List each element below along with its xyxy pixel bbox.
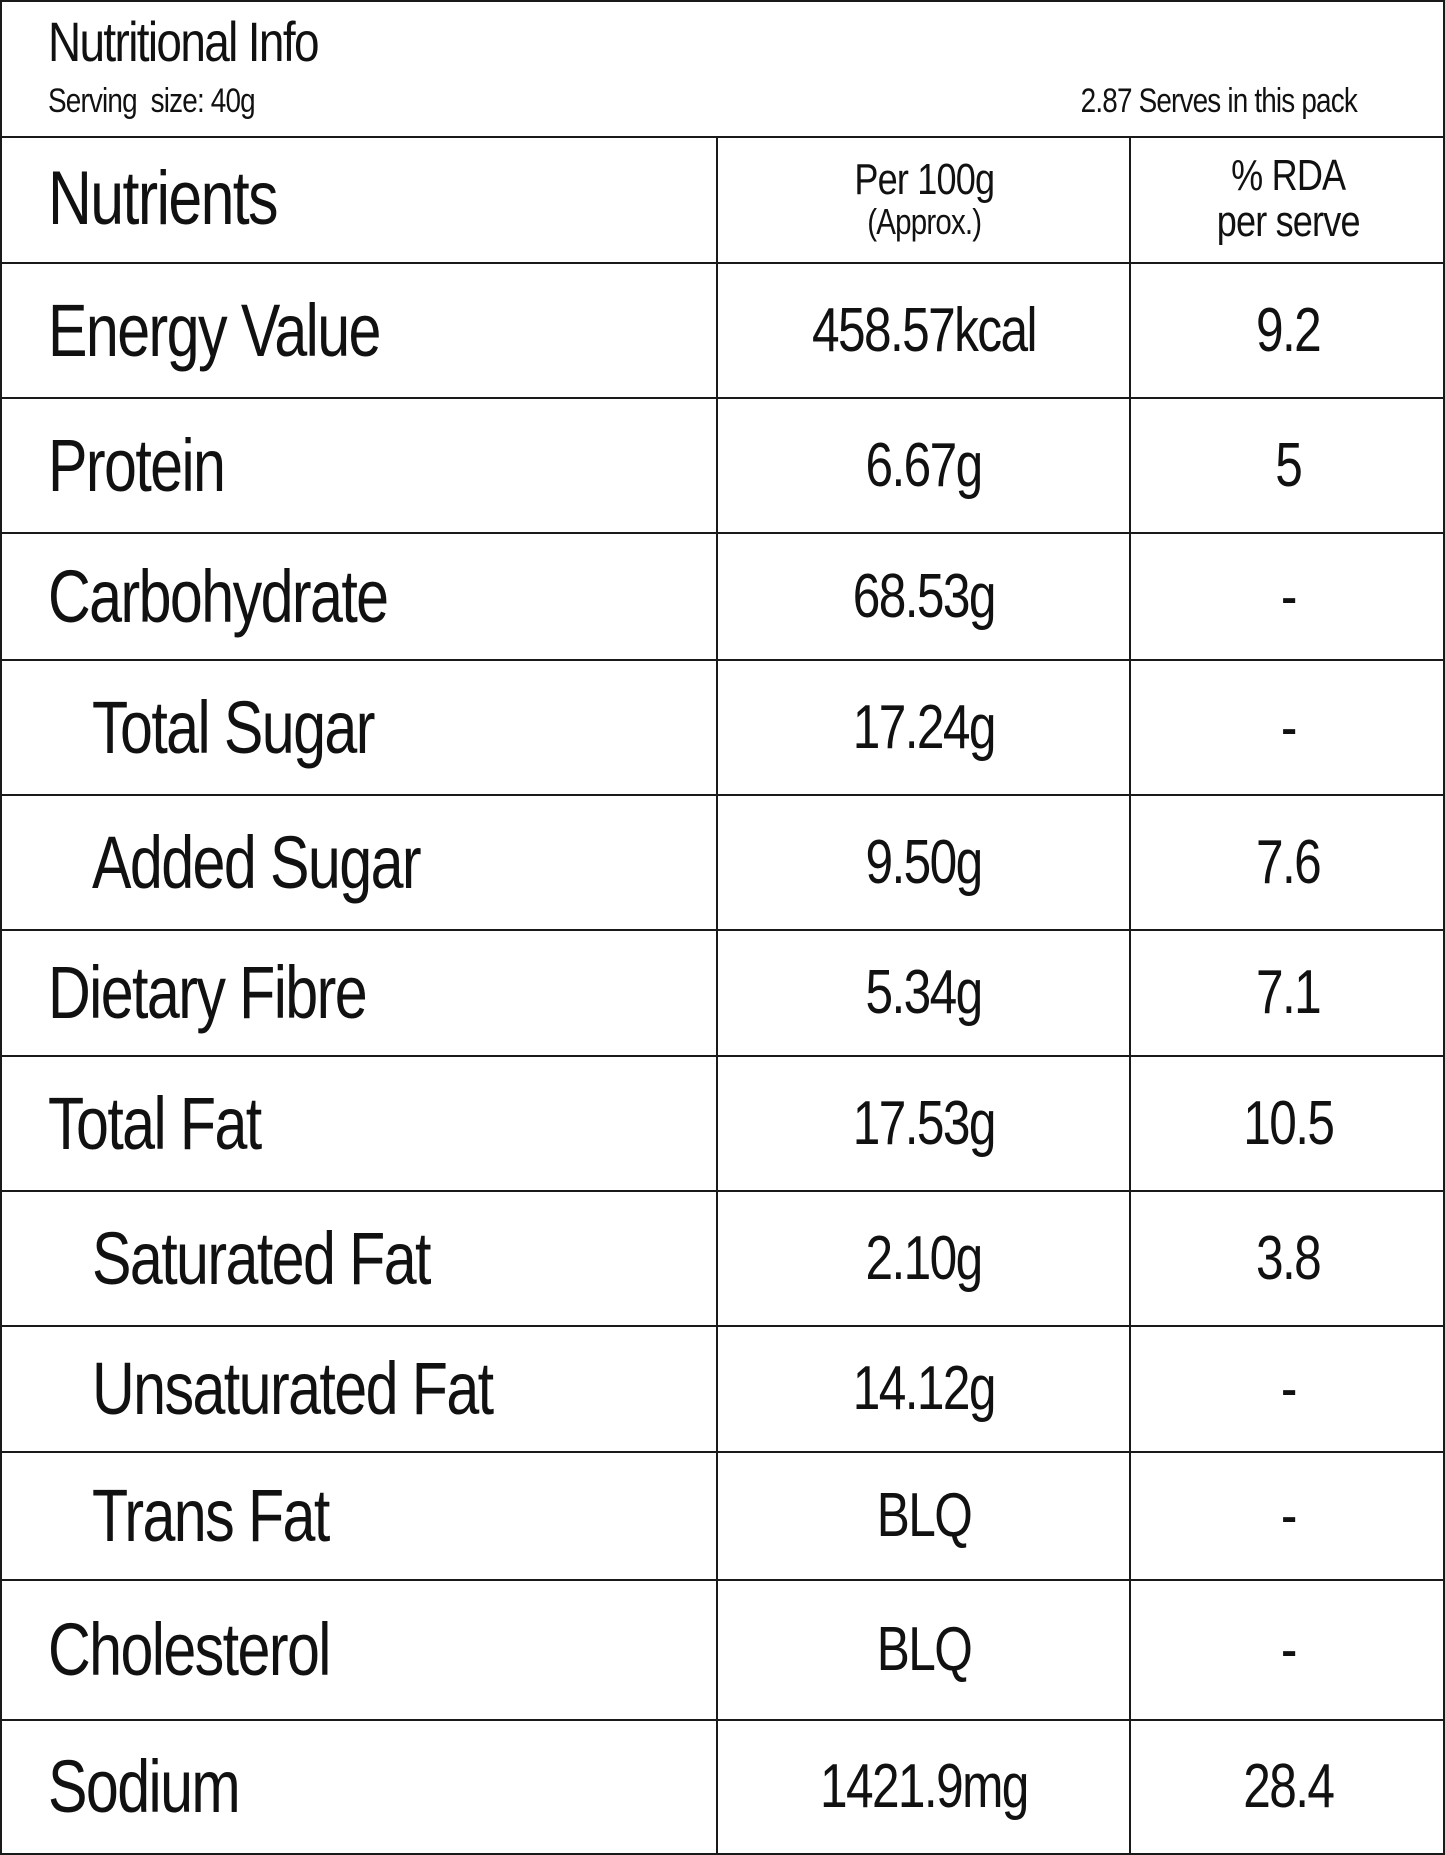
per100-value: 1421.9mg — [820, 1752, 1029, 1821]
per100-value: BLQ — [876, 1481, 973, 1550]
nutrient-name: Saturated Fat — [92, 1216, 432, 1300]
rda-value: - — [1280, 561, 1297, 631]
rda-value: 7.6 — [1255, 827, 1322, 897]
nutrient-name: Total Sugar — [92, 685, 375, 769]
nutrient-name: Carbohydrate — [48, 554, 389, 638]
nutrient-name: Added Sugar — [92, 820, 422, 904]
table-row: Sodium 1421.9mg 28.4 — [2, 1721, 1443, 1853]
per100-value: 6.67g — [865, 430, 984, 500]
table-row: Energy Value 458.57kcal 9.2 — [2, 264, 1443, 399]
nutrient-name: Trans Fat — [92, 1474, 330, 1557]
rda-value: 3.8 — [1255, 1223, 1322, 1293]
table-row: Total Fat 17.53g 10.5 — [2, 1057, 1443, 1192]
rda-value: - — [1280, 692, 1297, 762]
per100-value: 2.10g — [865, 1223, 984, 1293]
rda-value: 10.5 — [1242, 1088, 1335, 1158]
per100-value: 17.53g — [852, 1088, 997, 1158]
rda-column-header: % RDA per serve — [1216, 150, 1360, 246]
serving-size: Serving size: 40g — [48, 82, 256, 120]
table-row: Carbohydrate 68.53g - — [2, 534, 1443, 661]
table-row: Added Sugar 9.50g 7.6 — [2, 796, 1443, 931]
table-row: Unsaturated Fat 14.12g - — [2, 1327, 1443, 1453]
rda-value: 7.1 — [1255, 958, 1322, 1027]
rda-value: 5 — [1274, 430, 1303, 500]
rda-value: - — [1280, 1354, 1297, 1423]
nutrient-name: Sodium — [48, 1745, 241, 1828]
label-header: Nutritional Info Serving size: 40g 2.87 … — [2, 2, 1443, 138]
serves-per-pack: 2.87 Serves in this pack — [1080, 82, 1358, 120]
nutrient-name: Energy Value — [48, 288, 381, 372]
table-row: Saturated Fat 2.10g 3.8 — [2, 1192, 1443, 1327]
table-row: Trans Fat BLQ - — [2, 1453, 1443, 1581]
label-title: Nutritional Info — [48, 10, 319, 73]
rda-value: 9.2 — [1255, 295, 1322, 365]
nutrient-name: Total Fat — [48, 1081, 262, 1165]
per100-value: BLQ — [876, 1615, 973, 1684]
column-header-row: Nutrients Per 100g (Approx.) % RDA per s… — [2, 136, 1443, 264]
rda-value: - — [1280, 1481, 1297, 1550]
per100-value: 68.53g — [852, 561, 997, 631]
per100-value: 17.24g — [852, 692, 997, 762]
nutrient-name: Protein — [48, 423, 226, 507]
per100-value: 9.50g — [865, 827, 984, 897]
per100-value: 14.12g — [852, 1354, 997, 1423]
nutrient-name: Unsaturated Fat — [92, 1347, 494, 1430]
table-row: Total Sugar 17.24g - — [2, 661, 1443, 796]
rda-value: 28.4 — [1242, 1752, 1335, 1821]
nutrient-name: Dietary Fibre — [48, 951, 368, 1034]
rda-value: - — [1280, 1615, 1297, 1684]
table-row: Cholesterol BLQ - — [2, 1581, 1443, 1721]
nutrients-column-header: Nutrients — [48, 156, 279, 241]
per100-column-header: Per 100g (Approx.) — [854, 155, 995, 243]
nutrient-name: Cholesterol — [48, 1608, 331, 1691]
table-row: Dietary Fibre 5.34g 7.1 — [2, 931, 1443, 1057]
per100-value: 458.57kcal — [812, 295, 1038, 365]
table-row: Protein 6.67g 5 — [2, 399, 1443, 534]
per100-value: 5.34g — [865, 958, 984, 1027]
